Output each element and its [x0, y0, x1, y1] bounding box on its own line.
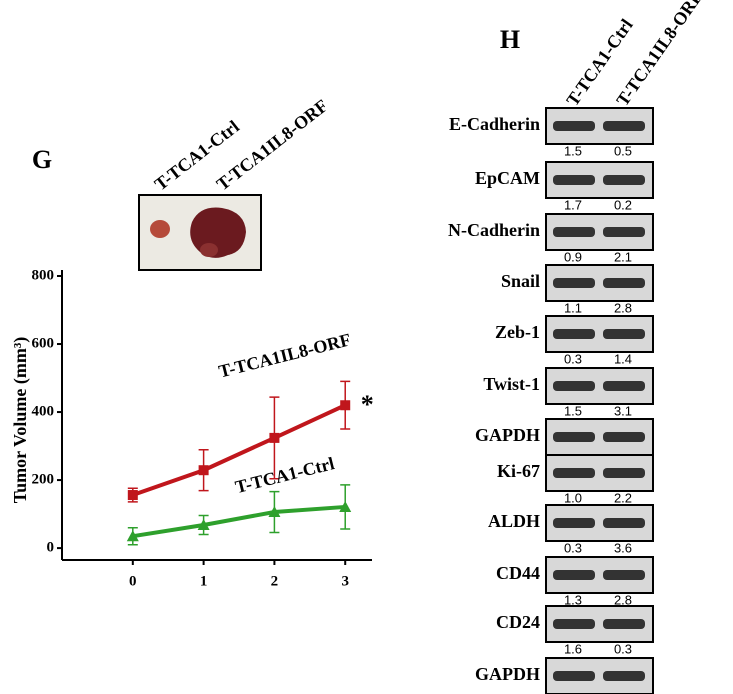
band — [553, 278, 595, 288]
quant-label: 2.1 — [614, 249, 632, 264]
blot-label: Ki-67 — [497, 461, 540, 481]
band — [603, 432, 645, 442]
band — [603, 570, 645, 580]
y-tick-label: 800 — [32, 267, 55, 283]
band — [603, 175, 645, 185]
quant-label: 2.8 — [614, 300, 632, 315]
band — [553, 121, 595, 131]
quant-label: 0.3 — [564, 540, 582, 555]
blot-label: E-Cadherin — [449, 114, 540, 134]
band — [553, 432, 595, 442]
quant-label: 1.3 — [564, 592, 582, 607]
marker — [268, 506, 281, 518]
band — [553, 329, 595, 339]
y-tick-label: 400 — [32, 403, 55, 419]
quant-label: 0.2 — [614, 197, 632, 212]
tumor-photo — [138, 194, 262, 271]
band — [603, 518, 645, 528]
marker — [127, 490, 138, 501]
blot-label: CD24 — [496, 612, 540, 632]
band — [553, 381, 595, 391]
blot-label: ALDH — [488, 511, 540, 531]
quant-label: 0.5 — [614, 143, 632, 158]
band — [603, 468, 645, 478]
quant-label: 0.3 — [614, 641, 632, 656]
quant-label: 2.8 — [614, 592, 632, 607]
marker — [340, 400, 351, 411]
band — [553, 175, 595, 185]
band — [553, 227, 595, 237]
x-tick-label: 2 — [271, 573, 279, 589]
series-line — [132, 504, 346, 539]
band — [553, 518, 595, 528]
x-tick-label: 3 — [341, 573, 349, 589]
band — [553, 468, 595, 478]
y-tick-label: 600 — [32, 335, 55, 351]
quant-label: 1.4 — [614, 351, 632, 366]
quant-label: 2.2 — [614, 490, 632, 505]
y-axis-label: Tumor Volume (mm³) — [10, 337, 31, 503]
blot-label: GAPDH — [475, 664, 540, 684]
blot-label: EpCAM — [475, 168, 540, 188]
blot-label: Zeb-1 — [495, 322, 540, 342]
x-tick-label: 1 — [200, 573, 208, 589]
quant-label: 3.1 — [614, 403, 632, 418]
y-tick-label: 200 — [32, 472, 55, 488]
band — [603, 278, 645, 288]
band — [603, 329, 645, 339]
band — [603, 381, 645, 391]
panel-label: H — [500, 25, 520, 54]
blot-label: N-Cadherin — [448, 220, 540, 240]
quant-label: 1.1 — [564, 300, 582, 315]
series-line — [132, 403, 347, 497]
x-tick-label: 0 — [129, 573, 137, 589]
band — [603, 671, 645, 681]
y-tick-label: 0 — [47, 540, 55, 556]
quant-label: 0.3 — [564, 351, 582, 366]
annotation: * — [361, 390, 374, 419]
blot-label: GAPDH — [475, 425, 540, 445]
marker — [269, 432, 280, 443]
band — [603, 227, 645, 237]
blot-label: Snail — [501, 271, 540, 291]
quant-label: 1.6 — [564, 641, 582, 656]
marker — [197, 518, 210, 530]
band — [553, 671, 595, 681]
quant-label: 1.5 — [564, 403, 582, 418]
quant-label: 1.5 — [564, 143, 582, 158]
lane-label: T-TCA1IL8-ORF — [612, 0, 706, 110]
band — [553, 570, 595, 580]
blot-label: CD44 — [496, 563, 540, 583]
quant-label: 1.7 — [564, 197, 582, 212]
series-label: T-TCA1-Ctrl — [233, 453, 336, 497]
band — [603, 121, 645, 131]
marker — [198, 465, 209, 476]
photo-label: T-TCA1IL8-ORF — [213, 95, 332, 194]
quant-label: 1.0 — [564, 490, 582, 505]
band — [553, 619, 595, 629]
blot-label: Twist-1 — [483, 374, 540, 394]
quant-label: 3.6 — [614, 540, 632, 555]
marker — [126, 530, 139, 542]
band — [603, 619, 645, 629]
series-label: T-TCA1IL8-ORF — [217, 329, 353, 381]
marker — [339, 500, 352, 512]
panel-label: G — [32, 145, 52, 174]
quant-label: 0.9 — [564, 249, 582, 264]
